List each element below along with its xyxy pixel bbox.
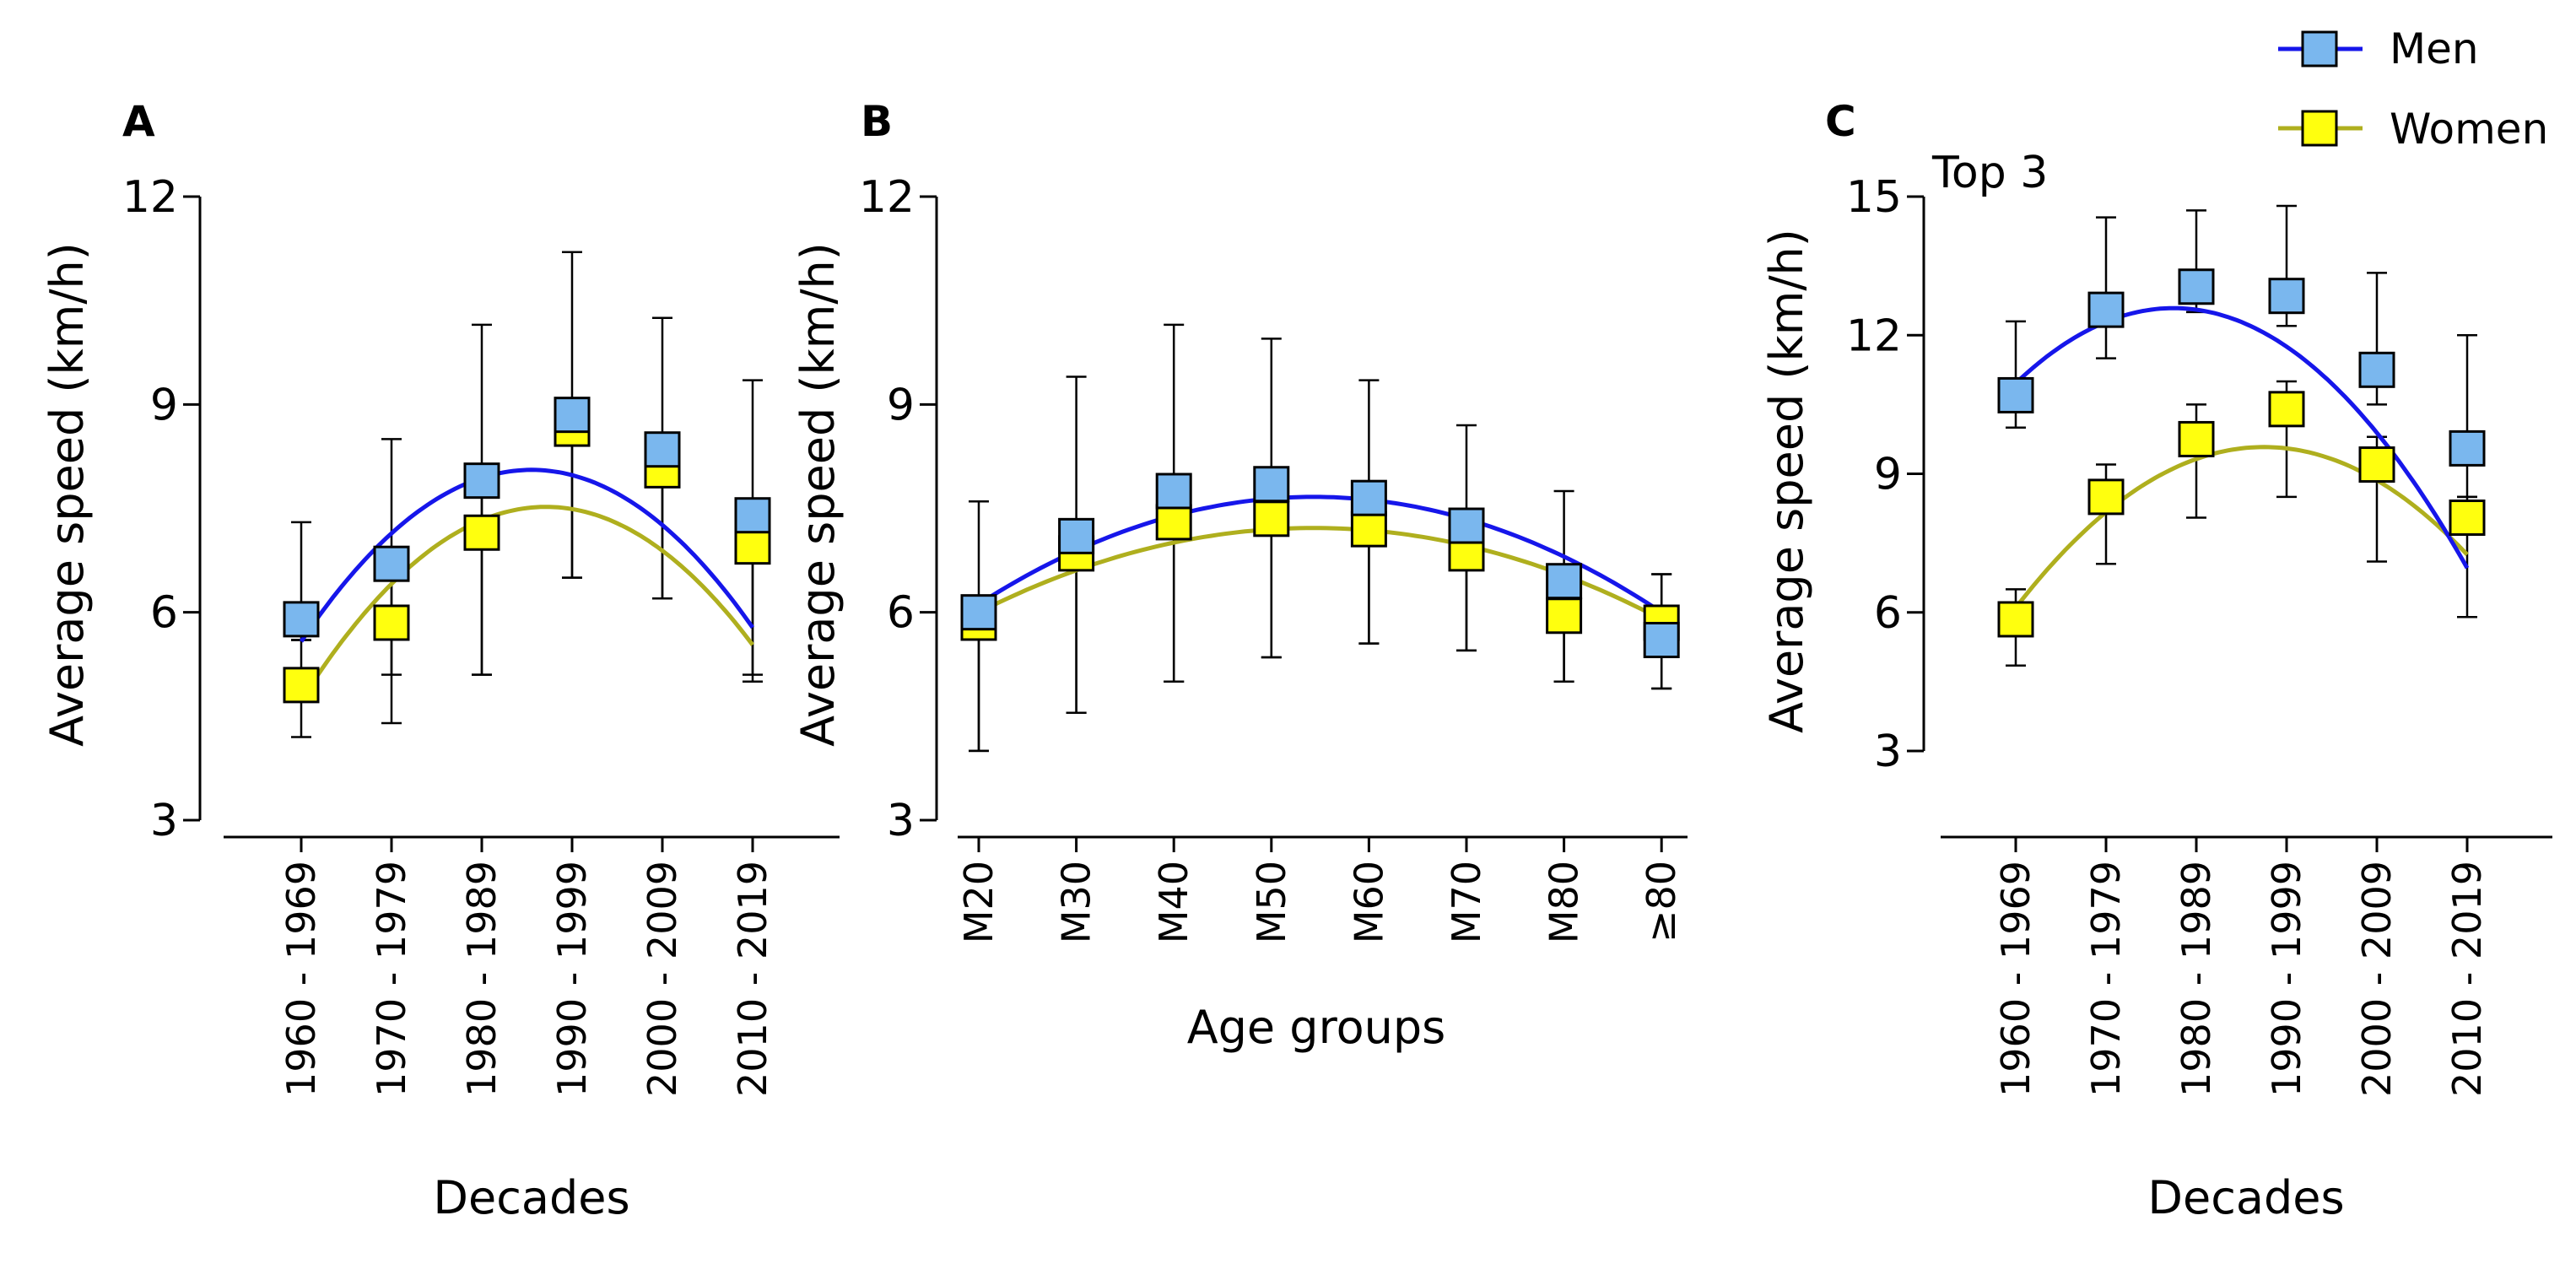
panel-b-x-tick-label: M40 <box>1151 861 1196 943</box>
panel-c-x-tick-label: 1980 - 1989 <box>2174 861 2219 1097</box>
legend-entry-men: Men <box>2278 24 2479 73</box>
legend-men-label: Men <box>2390 24 2479 73</box>
panel-a-y-tick-label: 3 <box>150 796 178 846</box>
panel-a-men-point <box>463 462 500 500</box>
panel-b-men-point <box>1253 466 1290 503</box>
panel-a-x-tick-label: 2000 - 2009 <box>640 861 685 1097</box>
panel-a-y-tick-label: 12 <box>122 172 178 223</box>
panel-a-x-tick-label: 2010 - 2019 <box>730 861 775 1097</box>
panel-c: C Top 3 Average speed (km/h) Decades 3 6 9… <box>1760 97 2552 1224</box>
panel-c-women-point <box>2087 478 2125 516</box>
panel-b-men-point <box>1155 473 1192 510</box>
panel-b-men-point <box>1350 479 1387 516</box>
panel-b-x-tick-label: M50 <box>1249 861 1294 943</box>
panel-b-women-point <box>1350 510 1387 548</box>
panel-b-y-tick-label: 3 <box>887 796 915 846</box>
panel-b-y-tick-label: 12 <box>859 172 915 223</box>
legend: Men Women <box>2278 24 2548 154</box>
legend-men-marker <box>2301 30 2338 68</box>
panel-c-y-tick-label: 6 <box>1874 588 1902 639</box>
panel-c-men-point <box>2268 278 2305 315</box>
panel-b-women-point <box>1155 504 1192 541</box>
panel-c-y-tick-label: 9 <box>1874 450 1902 500</box>
panel-c-women-point <box>1997 601 2034 638</box>
panel-c-women-point <box>2268 391 2305 428</box>
panel-b-y-tick-label: 9 <box>887 380 915 430</box>
panel-b-men-point <box>1058 517 1095 554</box>
panel-b-x-tick-label: M60 <box>1346 861 1391 943</box>
panel-c-men-point <box>2178 268 2215 305</box>
panel-c-women-fit-line <box>2014 445 2469 609</box>
panel-a-y-tick-label: 6 <box>150 588 178 639</box>
panel-a-men-point <box>734 497 771 534</box>
panel-c-women-point <box>2449 500 2486 537</box>
panel-b-x-tick-label: M70 <box>1444 861 1489 943</box>
panel-c-ylabel: Average speed (km/h) <box>1760 229 1813 733</box>
panel-a-women-point <box>463 514 500 551</box>
panel-b-men-point <box>1546 563 1583 600</box>
panel-c-y-tick-label: 3 <box>1874 727 1902 777</box>
panel-c-y-tick-label: 15 <box>1846 172 1902 223</box>
panel-b-plot: 3 6 9 12 M20 M30 M40 M50 M60 M70 M80 ≥80 <box>859 172 1688 943</box>
panel-c-subtitle: Top 3 <box>1931 148 2048 198</box>
panel-a-x-tick-label: 1970 - 1979 <box>369 861 414 1097</box>
legend-women-marker <box>2301 110 2338 147</box>
panel-c-men-point <box>1997 376 2034 413</box>
panel-c-plot: 3 6 9 12 15 1960 - 1969 1970 - 1979 1980 - 1989… <box>1846 172 2552 1097</box>
panel-c-men-point <box>2087 291 2125 328</box>
panel-a-women-point <box>283 667 320 704</box>
panel-c-x-tick-label: 1960 - 1969 <box>1993 861 2039 1097</box>
panel-b-x-tick-label: ≥80 <box>1639 861 1684 943</box>
panel-a-men-point <box>283 601 320 638</box>
panel-c-xlabel: Decades <box>2147 1171 2344 1224</box>
panel-a-plot: 3 6 9 12 1960 - 1969 1970 - 1979 1980 - 1989 19… <box>122 172 840 1097</box>
panel-c-x-tick-label: 1970 - 1979 <box>2083 861 2129 1097</box>
panel-letter-b: B <box>861 97 893 146</box>
panel-a-x-tick-label: 1980 - 1989 <box>459 861 505 1097</box>
panel-a-women-fit-line <box>299 505 754 702</box>
panel-letter-a: A <box>122 97 155 146</box>
panel-b-x-tick-label: M30 <box>1054 861 1099 943</box>
panel-a-men-point <box>644 431 681 468</box>
panel-b: B Average speed (km/h) Age groups 3 6 9 12 M… <box>791 97 1688 1054</box>
panel-c-x-tick-label: 1990 - 1999 <box>2264 861 2309 1097</box>
panel-b-y-tick-label: 6 <box>887 588 915 639</box>
panel-c-women-point <box>2358 446 2395 483</box>
panel-c-men-point <box>2449 429 2486 467</box>
panel-b-men-point <box>1448 507 1485 544</box>
panel-a: A Average speed (km/h) Decades 3 6 9 12 1960… <box>41 97 840 1224</box>
legend-entry-women: Women <box>2278 105 2548 154</box>
panel-c-men-fit-line <box>2014 305 2470 570</box>
panel-a-x-tick-label: 1990 - 1999 <box>549 861 595 1097</box>
panel-b-xlabel: Age groups <box>1187 1001 1446 1054</box>
panel-a-women-point <box>734 528 771 565</box>
panel-b-men-point <box>960 594 997 631</box>
panel-b-x-tick-label: M80 <box>1542 861 1587 943</box>
panel-a-y-tick-label: 9 <box>150 380 178 430</box>
panel-c-x-tick-label: 2010 - 2019 <box>2444 861 2490 1097</box>
panel-a-x-tick-label: 1960 - 1969 <box>278 861 324 1097</box>
legend-women-label: Women <box>2390 105 2548 154</box>
panel-b-ylabel: Average speed (km/h) <box>791 242 845 747</box>
panel-a-men-fit-line <box>299 467 755 643</box>
panel-b-women-point <box>1546 597 1583 635</box>
panel-b-men-point <box>1643 622 1680 659</box>
panel-a-men-point <box>554 397 591 434</box>
panel-c-x-tick-label: 2000 - 2009 <box>2354 861 2400 1097</box>
panel-a-men-point <box>373 545 410 582</box>
panel-c-women-point <box>2178 420 2215 457</box>
panel-a-ylabel: Average speed (km/h) <box>41 242 94 747</box>
panel-letter-c: C <box>1825 97 1856 146</box>
panel-a-women-point <box>373 604 410 641</box>
panel-b-x-tick-label: M20 <box>956 861 1002 943</box>
panel-b-women-point <box>1253 500 1290 537</box>
panel-c-men-point <box>2358 351 2395 388</box>
panel-a-xlabel: Decades <box>433 1171 629 1224</box>
panel-c-y-tick-label: 12 <box>1846 311 1902 361</box>
